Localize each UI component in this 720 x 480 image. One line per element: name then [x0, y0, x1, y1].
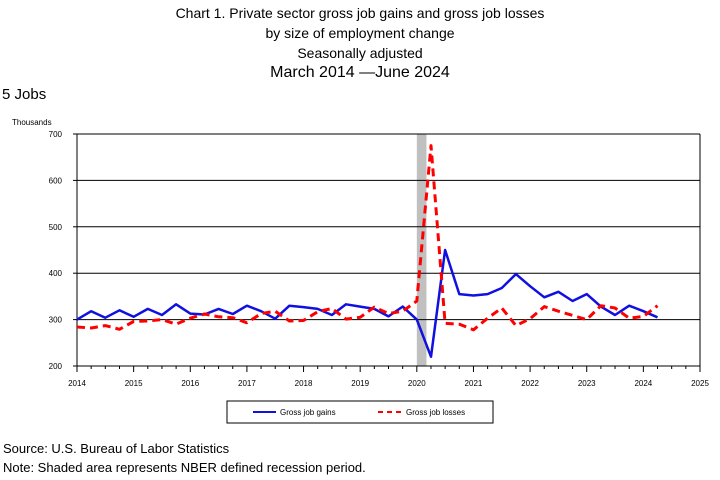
- x-axis-ticks: 2014 2015 2016 2017 2018 2019 2020 2021 2022 2023…: [68, 366, 709, 388]
- series-line-gross-job-losses: [76, 144, 659, 332]
- y-tick-label: 200: [49, 362, 63, 371]
- legend-box: [226, 400, 494, 424]
- y-axis-units-label: Thousands: [12, 118, 52, 127]
- y-tick-label: 400: [49, 269, 63, 278]
- x-tick-label: 2015: [125, 379, 143, 388]
- recession-note: Note: Shaded area represents NBER define…: [3, 460, 366, 475]
- x-tick-label: 2017: [238, 379, 256, 388]
- plot-frame: [76, 134, 701, 367]
- chart-title-date-range: March 2014 —June 2024: [270, 64, 450, 81]
- size-class-label: 5 Jobs: [2, 86, 47, 103]
- source-note: Source: U.S. Bureau of Labor Statistics: [3, 441, 230, 456]
- x-tick-label: 2019: [351, 379, 369, 388]
- x-tick-label: 2022: [521, 379, 539, 388]
- gridlines: [77, 133, 700, 321]
- x-tick-label: 2023: [578, 379, 596, 388]
- x-tick-label: 2018: [295, 379, 313, 388]
- x-tick-label: 2016: [181, 379, 199, 388]
- y-tick-label: 300: [49, 316, 63, 325]
- y-tick-label: 500: [49, 223, 63, 232]
- legend-item-gross-job-losses-label: Gross job losses: [406, 408, 465, 417]
- chart-title-line-1: Chart 1. Private sector gross job gains …: [175, 5, 545, 21]
- series-line-gross-job-gains: [76, 248, 658, 358]
- legend: Gross job gains Gross job losses: [226, 400, 494, 424]
- x-tick-label: 2020: [408, 379, 426, 388]
- chart-title-line-3: Seasonally adjusted: [297, 45, 423, 61]
- legend-item-gross-job-gains-label: Gross job gains: [280, 408, 336, 417]
- y-tick-label: 700: [49, 130, 63, 139]
- x-tick-label: 2025: [691, 379, 709, 388]
- chart-title-line-2: by size of employment change: [265, 25, 455, 41]
- y-tick-label: 600: [49, 176, 63, 185]
- x-tick-label: 2014: [68, 379, 86, 388]
- x-tick-label: 2021: [465, 379, 483, 388]
- series-lines: [76, 144, 659, 358]
- y-axis-ticks: 200 300 400 500 600 700: [49, 130, 77, 371]
- x-tick-label: 2024: [634, 379, 652, 388]
